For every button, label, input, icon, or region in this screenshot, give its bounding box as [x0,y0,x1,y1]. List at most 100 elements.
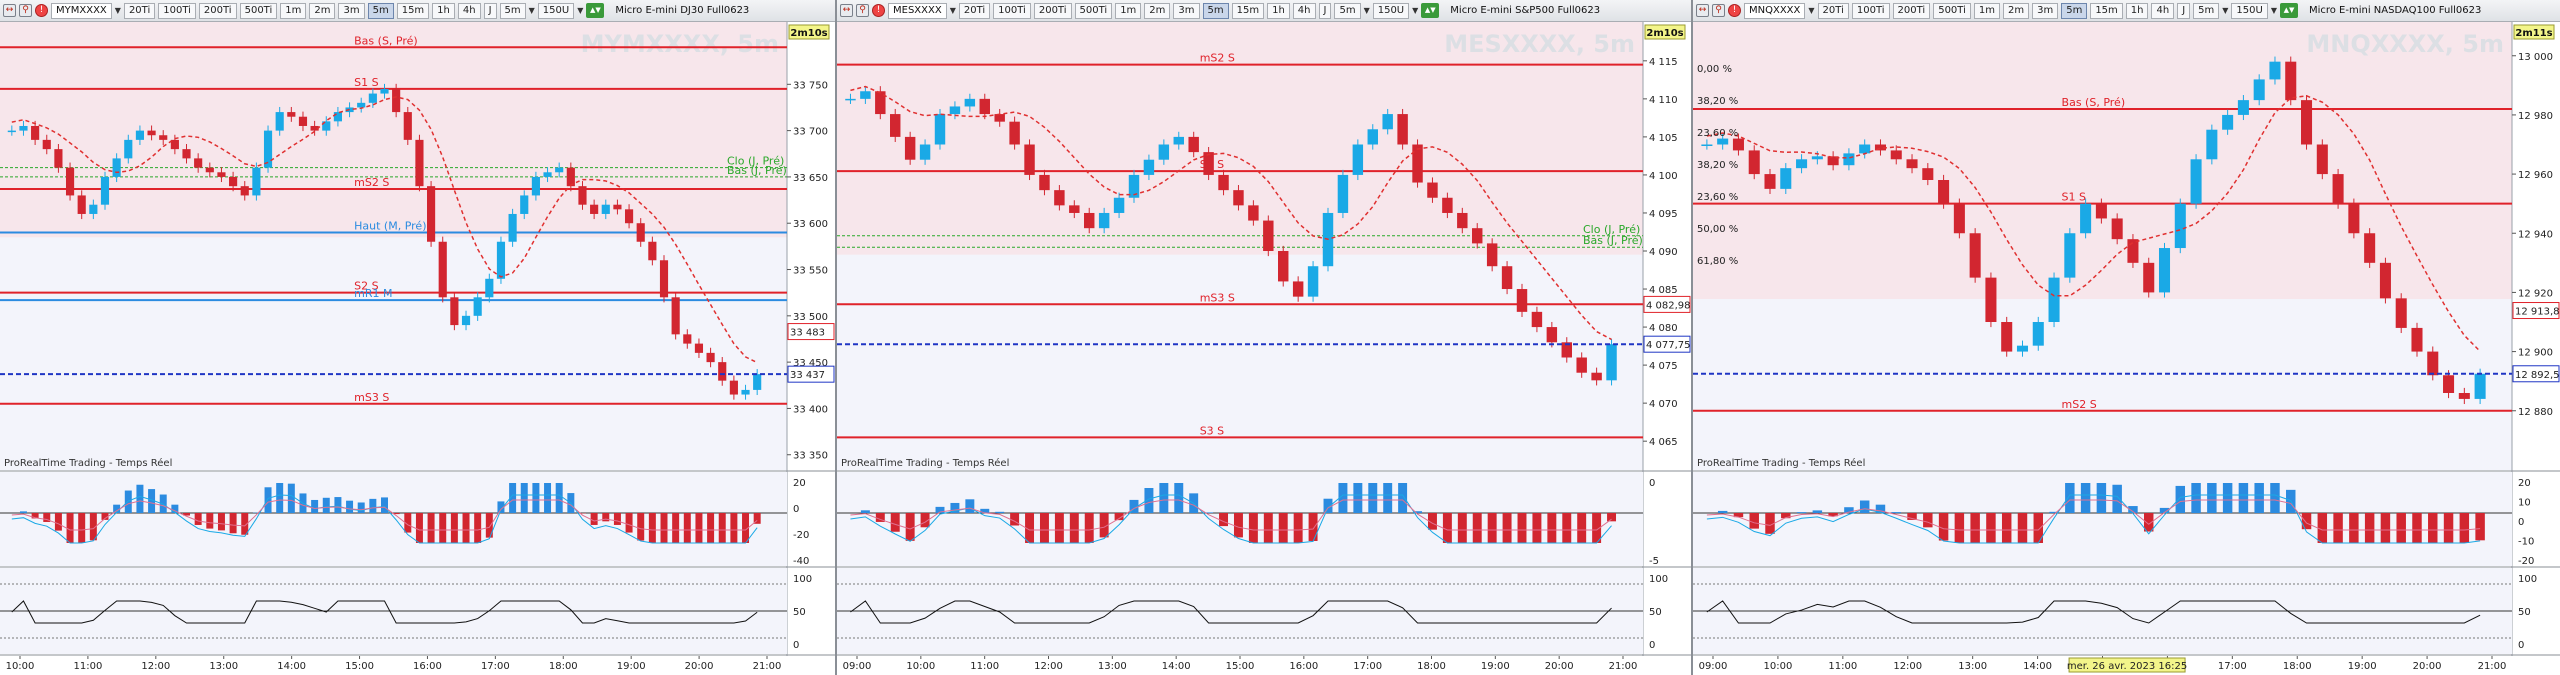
candle-body [2222,114,2234,130]
timeframe-15m[interactable]: 15m [396,2,430,19]
timeframe-j[interactable]: J [483,2,497,19]
pin-icon[interactable]: ⚲ [856,4,869,17]
timeframe-1h[interactable]: 1h [432,2,455,19]
timeframe-1m[interactable]: 1m [280,2,307,19]
timeframe-1h[interactable]: 1h [1267,2,1290,19]
timeframe-1m[interactable]: 1m [1115,2,1142,19]
chart-canvas[interactable]: MYMXXXX, 5m 2m10s 33 750 33 700 33 650 33 600… [0,22,835,675]
timeframe-15m[interactable]: 15m [1231,2,1265,19]
chevron-down-icon[interactable]: ▼ [1363,6,1370,15]
y-tick-label: 4 065 [1649,437,1678,448]
indicator-add-icon[interactable]: ▲▼ [2279,3,2298,18]
pin-icon[interactable]: ⚲ [1712,4,1725,17]
alert-icon[interactable]: ! [1728,4,1741,17]
candle-body [427,186,436,242]
timeframe-3m[interactable]: 3m [2032,2,2059,19]
timeframe-2m[interactable]: 2m [1144,2,1171,19]
timeframe-500ti[interactable]: 500Ti [1074,2,1113,19]
timeframe-j[interactable]: J [1318,2,1332,19]
chart-canvas[interactable]: MNQXXXX, 5m 2m11s 13 000 12 980 12 960 12 940… [1693,22,2560,675]
timeframe-3m[interactable]: 3m [338,2,365,19]
timeframe-1h[interactable]: 1h [2125,2,2149,19]
timeframe-4h[interactable]: 4h [457,2,481,19]
chevron-down-icon[interactable]: ▼ [1808,6,1815,15]
macd-histogram-bar [311,499,319,513]
timeframe-2m[interactable]: 2m [2002,2,2030,19]
timeframe-500ti[interactable]: 500Ti [1933,2,1971,19]
x-tick-label: 15:00 [345,661,374,672]
indicator-add-icon[interactable]: ▲▼ [586,3,605,18]
indicator-add-icon[interactable]: ▲▼ [1421,3,1440,18]
macd-histogram-bar [980,508,990,513]
timeframe-100ti[interactable]: 100Ti [993,2,1031,19]
scroll-icon[interactable]: ↔ [840,4,853,17]
alert-icon[interactable]: ! [872,4,885,17]
scroll-icon[interactable]: ↔ [3,4,16,17]
chevron-down-icon[interactable]: ▼ [577,6,584,15]
candle-body [636,223,645,242]
candle-body [2474,373,2486,399]
timeframe-j[interactable]: J [2177,2,2191,19]
candle-body [194,158,203,168]
timeframe-100ti[interactable]: 100Ti [158,2,196,19]
macd-histogram-bar [1174,483,1184,513]
timeframe-2m[interactable]: 2m [309,2,336,19]
macd-histogram-bar [2412,513,2422,543]
units-select[interactable]: 150U [1372,2,1410,19]
chart-panel-dj30[interactable]: ↔ ⚲ ! MYMXXXX ▼ 20Ti 100Ti 200Ti 500Ti 1… [0,0,837,675]
macd-histogram-bar [2112,484,2122,513]
x-tick-label: 10:00 [6,661,35,672]
units-select[interactable]: 150U [2231,2,2268,19]
chart-panel-sp500[interactable]: ↔ ⚲ ! MESXXXX ▼ 20Ti 100Ti 200Ti 500Ti 1… [837,0,1693,675]
units-select[interactable]: 150U [537,2,575,19]
timeframe-200ti[interactable]: 200Ti [198,2,237,19]
timeframe-100ti[interactable]: 100Ti [1851,2,1890,19]
y-tick-label: 4 095 [1649,209,1678,220]
timeframe-20ti[interactable]: 20Ti [1817,2,1849,19]
timeframe-20ti[interactable]: 20Ti [123,2,156,19]
timeframe-5m[interactable]: 5m [2061,2,2088,19]
pin-icon[interactable]: ⚲ [19,4,32,17]
chart-canvas[interactable]: MESXXXX, 5m 2m10s 4 115 4 110 4 105 4 100 4 09… [837,22,1691,675]
candle-body [2190,159,2202,204]
chevron-down-icon[interactable]: ▼ [114,6,121,15]
chevron-down-icon[interactable]: ▼ [949,6,956,15]
chart-panel-nasdaq100[interactable]: ↔ ⚲ ! MNQXXXX ▼ 20Ti 100Ti 200Ti 500Ti 1… [1693,0,2560,675]
symbol-watermark: MYMXXXX, 5m [581,30,779,58]
symbol-field[interactable]: MYMXXXX [51,2,112,19]
symbol-field[interactable]: MNQXXXX [1744,2,1806,19]
timeframe-15m[interactable]: 15m [2090,2,2123,19]
chevron-down-icon[interactable]: ▼ [528,6,535,15]
candle-body [461,315,471,326]
period-select[interactable]: 5m [1334,2,1361,19]
x-tick-label: 11:00 [1828,661,1857,672]
timeframe-5m[interactable]: 5m [367,2,394,19]
candle-body [1113,197,1125,213]
macd-histogram-bar [1457,513,1467,543]
chevron-down-icon[interactable]: ▼ [2270,6,2277,15]
period-select[interactable]: 5m [499,2,526,19]
timeframe-4h[interactable]: 4h [2151,2,2175,19]
chevron-down-icon[interactable]: ▼ [2222,6,2229,15]
macd-histogram-bar [2065,483,2075,513]
timeframe-1m[interactable]: 1m [1973,2,2000,19]
y-tick-label: 4 100 [1649,171,1678,182]
timeframe-20ti[interactable]: 20Ti [958,2,991,19]
timeframe-5m[interactable]: 5m [1202,2,1229,19]
timeframe-500ti[interactable]: 500Ti [239,2,278,19]
timeframe-200ti[interactable]: 200Ti [1892,2,1931,19]
timeframe-4h[interactable]: 4h [1292,2,1316,19]
macd-histogram-bar [1204,512,1214,513]
period-select[interactable]: 5m [2193,2,2220,19]
alert-icon[interactable]: ! [35,4,48,17]
macd-histogram-bar [1129,499,1139,513]
macd-histogram-bar [2191,483,2201,513]
chevron-down-icon[interactable]: ▼ [1412,6,1419,15]
candle-body [77,195,86,214]
scroll-icon[interactable]: ↔ [1696,4,1709,17]
symbol-field[interactable]: MESXXXX [888,2,947,19]
macd-histogram-bar [1144,488,1154,513]
timeframe-3m[interactable]: 3m [1173,2,1200,19]
timeframe-200ti[interactable]: 200Ti [1033,2,1072,19]
